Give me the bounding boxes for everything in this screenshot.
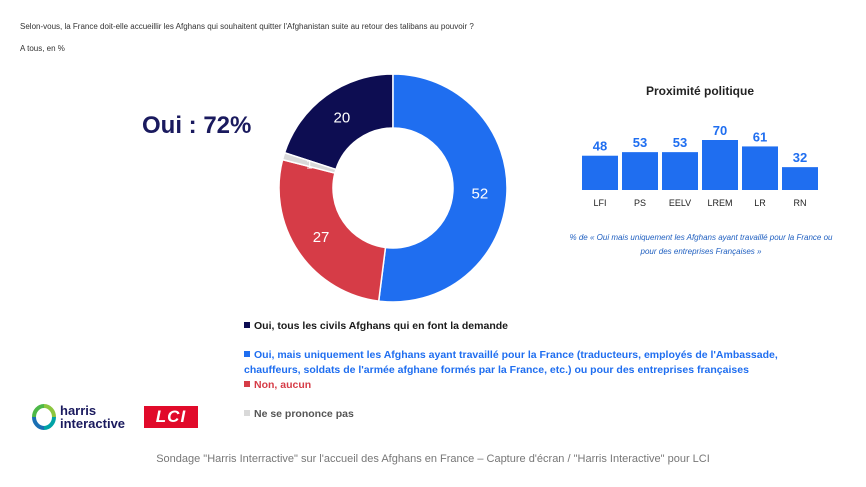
- slice-oui-uniquement: [377, 73, 508, 303]
- legend-item-nsp: Ne se prononce pas: [244, 407, 354, 422]
- legend-item-non: Non, aucun: [244, 378, 311, 393]
- oui-total-label: Oui : 72%: [142, 112, 252, 139]
- bar-lr: [742, 146, 778, 190]
- slice-oui-tous-label: 20: [334, 110, 351, 127]
- bar-eelv: [662, 152, 698, 190]
- bar-value-label: 48: [593, 139, 607, 154]
- logo-text-line2: interactive: [60, 416, 126, 431]
- bar-value-label: 32: [793, 150, 807, 165]
- bar-category-label: PS: [634, 198, 646, 208]
- bar-chart: 48 LFI 53 PS 53 EELV 70 LREM 61 LR 32 RN: [582, 123, 818, 208]
- bar-chart-title: Proximité politique: [645, 84, 754, 98]
- bar-value-label: 53: [633, 135, 647, 150]
- lci-logo: LCI: [144, 406, 198, 428]
- bar-value-label: 61: [753, 129, 767, 144]
- legend-swatch: [244, 322, 250, 329]
- bar-ps: [622, 152, 658, 190]
- image-caption: Sondage "Harris Interractive" sur l'accu…: [156, 453, 710, 465]
- donut-chart: 20 52 27 1: [278, 73, 508, 303]
- slice-nsp-label: 1: [306, 158, 313, 172]
- slice-non: [278, 158, 387, 302]
- legend-label: Non, aucun: [254, 379, 312, 391]
- bar-value-label: 53: [673, 135, 687, 150]
- bar-lfi: [582, 155, 618, 190]
- slice-oui-tous: [283, 73, 394, 171]
- legend-swatch: [244, 410, 250, 417]
- bar-category-label: EELV: [669, 198, 691, 208]
- harris-interactive-logo-icon: [32, 404, 56, 430]
- bar-value-label: 70: [713, 123, 727, 138]
- bar-category-label: LFI: [593, 198, 606, 208]
- slice-non-label: 27: [313, 229, 330, 246]
- legend-label: Ne se prononce pas: [254, 408, 354, 420]
- slice-nsp: [281, 151, 337, 174]
- legend-item-oui-uniquement: Oui, mais uniquement les Afghans ayant t…: [244, 348, 778, 378]
- legend-label: Oui, mais uniquement les Afghans ayant t…: [254, 349, 778, 361]
- logo-text-line1: harris: [60, 403, 97, 418]
- bar-category-label: RN: [794, 198, 807, 208]
- slice-oui-uniquement-label: 52: [471, 185, 488, 202]
- bar-category-label: LREM: [707, 198, 732, 208]
- legend-swatch: [244, 351, 250, 358]
- legend-label-line2: chauffeurs, soldats de l'armée afghane f…: [244, 364, 749, 377]
- bar-lrem: [702, 140, 738, 190]
- bar-chart-note: % de « Oui mais uniquement les Afghans a…: [569, 233, 833, 256]
- legend-item-oui-tous: Oui, tous les civils Afghans qui en font…: [244, 319, 508, 334]
- harris-interactive-logo: harris interactive: [60, 404, 125, 430]
- survey-question: Selon-vous, la France doit-elle accueill…: [20, 22, 474, 31]
- legend-label: Oui, tous les civils Afghans qui en font…: [254, 320, 508, 332]
- bar-rn: [782, 167, 818, 190]
- survey-base: A tous, en %: [20, 44, 65, 53]
- legend-swatch: [244, 381, 250, 388]
- bar-category-label: LR: [754, 198, 766, 208]
